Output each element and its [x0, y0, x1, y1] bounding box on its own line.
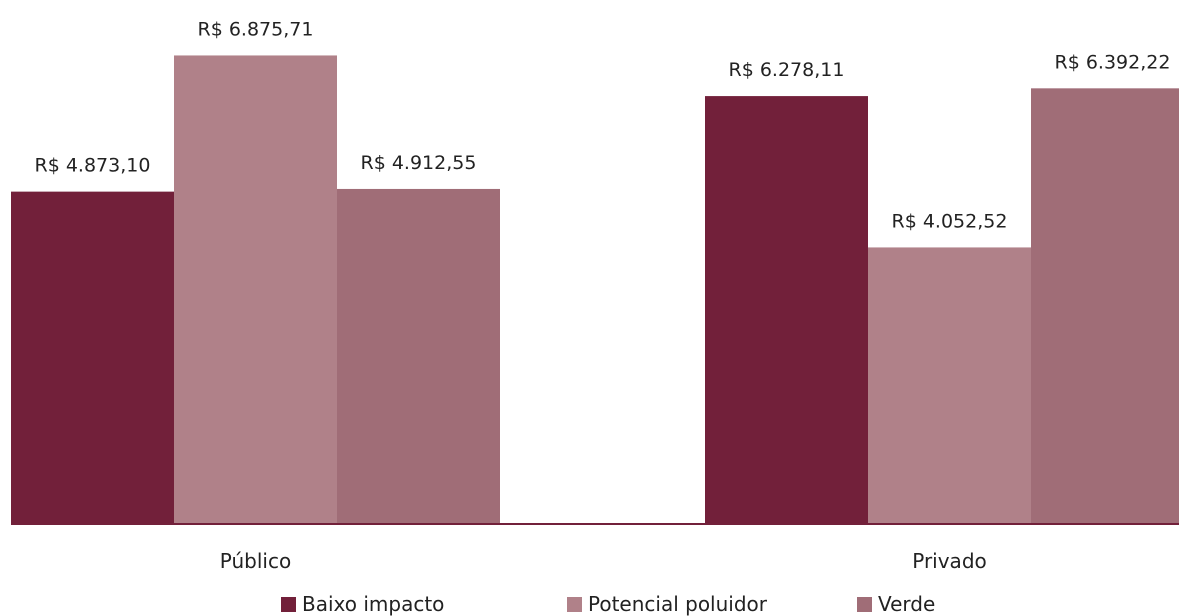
- value-labels-group: R$ 4.873,10 R$ 6.278,11 R$ 6.875,71 R$ 4.05…: [35, 18, 1171, 232]
- legend-label-verde: Verde: [878, 592, 936, 616]
- category-label-privado: Privado: [912, 549, 987, 573]
- bar-publico-verde: [337, 188, 500, 523]
- value-label-publico-baixo-impacto: R$ 4.873,10: [35, 155, 151, 177]
- bar-publico-potencial-poluidor: [174, 55, 337, 523]
- legend-item-potencial-poluidor: Potencial poluidor: [567, 592, 767, 616]
- legend-swatch-verde: [857, 596, 872, 612]
- bar-chart: R$ 4.873,10 R$ 6.278,11 R$ 6.875,71 R$ 4.05…: [11, 18, 1179, 573]
- legend-label-baixo-impacto: Baixo impacto: [302, 592, 445, 616]
- legend-label-potencial-poluidor: Potencial poluidor: [588, 592, 768, 616]
- legend: Baixo impacto Potencial poluidor Verde: [0, 588, 1179, 616]
- value-label-publico-potencial-poluidor: R$ 6.875,71: [198, 18, 314, 40]
- legend-item-verde: Verde: [857, 592, 935, 616]
- bar-privado-potencial-poluidor: [868, 247, 1031, 523]
- bar-privado-baixo-impacto: [705, 96, 868, 524]
- value-label-privado-baixo-impacto: R$ 6.278,11: [729, 59, 845, 81]
- value-label-privado-potencial-poluidor: R$ 4.052,52: [892, 210, 1008, 232]
- bars-group: [11, 55, 1179, 524]
- legend-swatch-baixo-impacto: [281, 596, 296, 612]
- legend-item-baixo-impacto: Baixo impacto: [281, 592, 444, 616]
- legend-swatch-potencial-poluidor: [567, 596, 582, 612]
- value-label-publico-verde: R$ 4.912,55: [361, 152, 477, 174]
- category-labels-group: Público Privado: [220, 549, 987, 573]
- bar-publico-baixo-impacto: [11, 191, 174, 523]
- value-label-privado-verde: R$ 6.392,22: [1055, 51, 1171, 73]
- category-label-publico: Público: [220, 549, 291, 573]
- bar-privado-verde: [1031, 88, 1179, 523]
